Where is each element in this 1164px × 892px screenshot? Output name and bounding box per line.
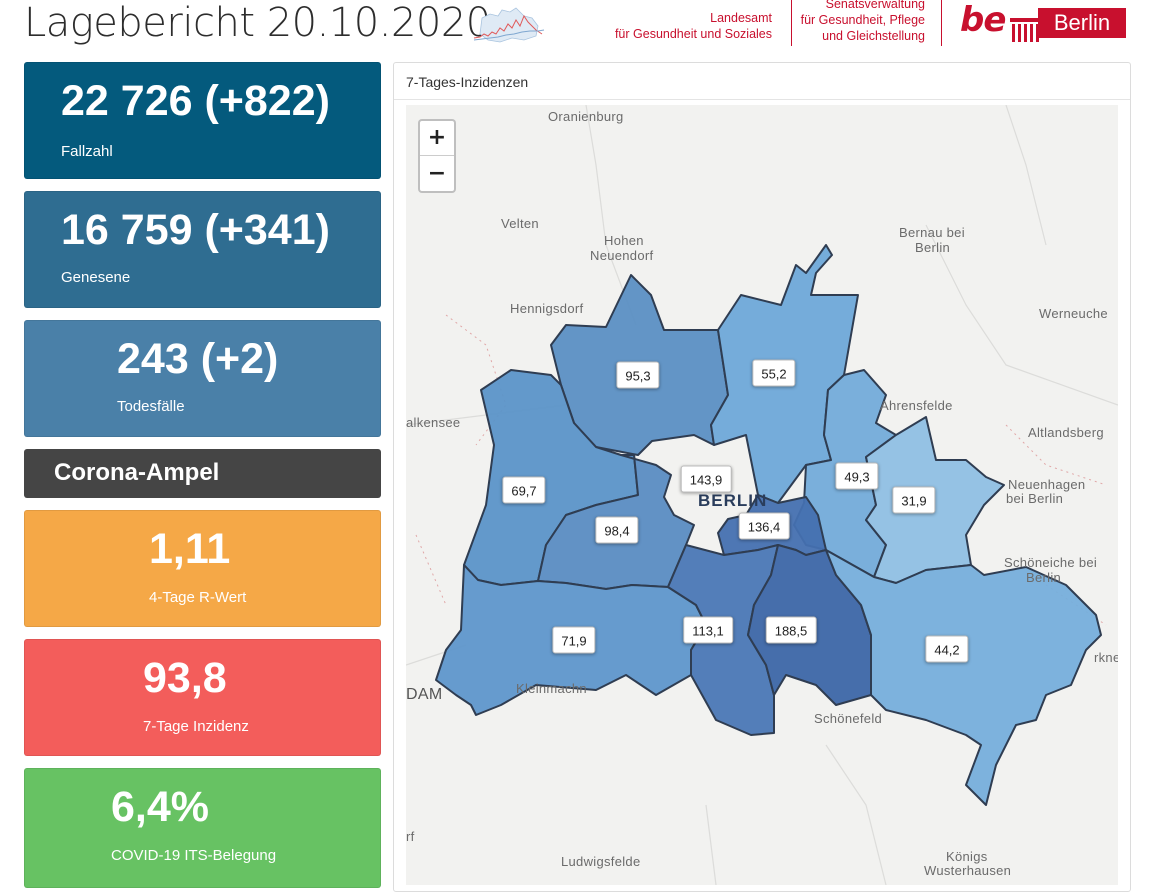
r-wert-card: 1,11 4-Tage R-Wert: [24, 510, 381, 627]
place-label: Velten: [501, 216, 539, 231]
place-label: alkensee: [406, 415, 461, 430]
todesfaelle-value: 243 (+2): [117, 335, 279, 383]
place-label: Altlandsberg: [1028, 425, 1104, 440]
district-value-tempelhof: 113,1: [683, 616, 733, 644]
place-label: Werneuche: [1039, 306, 1108, 321]
senat-line-1: Senatsverwaltung: [825, 0, 925, 11]
page-title: Lagebericht 20.10.2020: [24, 0, 491, 46]
place-label: BERLIN: [698, 491, 768, 510]
district-value-marzahn: 31,9: [892, 486, 936, 514]
senat-line-2: für Gesundheit, Pflege: [800, 13, 925, 27]
logo-divider: [941, 0, 942, 46]
district-value-pankow: 55,2: [752, 359, 796, 387]
district-value-spandau: 69,7: [502, 476, 546, 504]
senat-logo: Senatsverwaltung für Gesundheit, Pflege …: [780, 0, 925, 44]
incidence-map[interactable]: + − Oranienburg Velten Hohen Neuendorf B…: [406, 105, 1118, 885]
district-value-neukoelln: 188,5: [765, 616, 817, 644]
place-label: rf: [406, 829, 415, 844]
district-value-steglitz: 71,9: [552, 626, 596, 654]
place-label: Königs: [946, 849, 988, 864]
place-label: Kleinmachn: [516, 681, 587, 696]
r-wert-value: 1,11: [149, 525, 231, 573]
incidence-map-panel: 7-Tages-Inzidenzen: [393, 62, 1131, 892]
district-value-lichtenberg: 49,3: [835, 462, 879, 490]
place-label: Berlin: [915, 240, 951, 255]
place-label: Berlin: [1026, 570, 1062, 585]
place-label: Ludwigsfelde: [561, 854, 641, 869]
map-panel-title: 7-Tages-Inzidenzen: [406, 74, 529, 90]
genesene-label: Genesene: [61, 269, 131, 286]
place-label: Schöneiche bei: [1004, 555, 1098, 570]
district-treptow: [825, 549, 1102, 806]
corona-ampel-header: Corona-Ampel: [24, 449, 381, 498]
district-value-treptow: 44,2: [925, 635, 969, 663]
district-value-friedrichshain: 136,4: [738, 512, 790, 540]
lageso-logo: Landesamt für Gesundheit und Soziales: [560, 10, 772, 42]
place-label: Hohen: [604, 233, 644, 248]
place-label: bei Berlin: [1006, 491, 1064, 506]
logo-divider: [791, 0, 792, 46]
lageso-line-2: für Gesundheit und Soziales: [614, 27, 772, 41]
berlin-be-text: be: [960, 0, 1006, 40]
its-card: 6,4% COVID-19 ITS-Belegung: [24, 768, 381, 888]
fallzahl-value: 22 726 (+822): [61, 77, 330, 125]
district-value-charlottenburg: 98,4: [595, 516, 639, 544]
zoom-in-button[interactable]: +: [420, 121, 454, 156]
inzidenz-value: 93,8: [143, 654, 227, 702]
senat-line-3: und Gleichstellung: [822, 29, 925, 43]
lageso-line-1: Landesamt: [710, 11, 772, 25]
page-header: Lagebericht 20.10.2020 Landesamt für Ges…: [0, 0, 1164, 56]
fallzahl-card: 22 726 (+822) Fallzahl: [24, 62, 381, 179]
fallzahl-label: Fallzahl: [61, 143, 113, 160]
place-label: Hennigsdorf: [510, 301, 584, 316]
place-label: Schönefeld: [814, 711, 883, 726]
place-label: DAM: [406, 686, 443, 703]
zoom-control: + −: [418, 119, 456, 193]
place-label: Oranienburg: [548, 109, 624, 124]
zoom-out-button[interactable]: −: [427, 161, 447, 186]
sparkline-icon: [473, 7, 545, 43]
inzidenz-card: 93,8 7-Tage Inzidenz: [24, 639, 381, 756]
todesfaelle-label: Todesfälle: [117, 398, 185, 415]
place-label: Bernau bei: [899, 225, 965, 240]
berlin-box-text: Berlin: [1038, 8, 1126, 38]
r-wert-label: 4-Tage R-Wert: [149, 589, 247, 606]
inzidenz-label: 7-Tage Inzidenz: [143, 718, 249, 735]
berlin-logo: be Berlin: [960, 0, 1128, 44]
genesene-value: 16 759 (+341): [61, 206, 330, 254]
its-value: 6,4%: [111, 783, 210, 831]
place-label: Ahrensfelde: [880, 398, 953, 413]
place-label: Neuenhagen: [1008, 477, 1086, 492]
map-panel-divider: [394, 99, 1130, 100]
corona-ampel-title: Corona-Ampel: [54, 459, 220, 486]
district-value-reinickendorf: 95,3: [616, 361, 660, 389]
place-label: Wusterhausen: [924, 863, 1012, 878]
district-value-mitte: 143,9: [680, 465, 732, 493]
its-label: COVID-19 ITS-Belegung: [111, 847, 277, 864]
place-label: Neuendorf: [590, 248, 654, 263]
genesene-card: 16 759 (+341) Genesene: [24, 191, 381, 308]
todesfaelle-card: 243 (+2) Todesfälle: [24, 320, 381, 437]
place-label: rkne: [1094, 650, 1118, 665]
brandenburg-gate-icon: [1010, 18, 1042, 42]
